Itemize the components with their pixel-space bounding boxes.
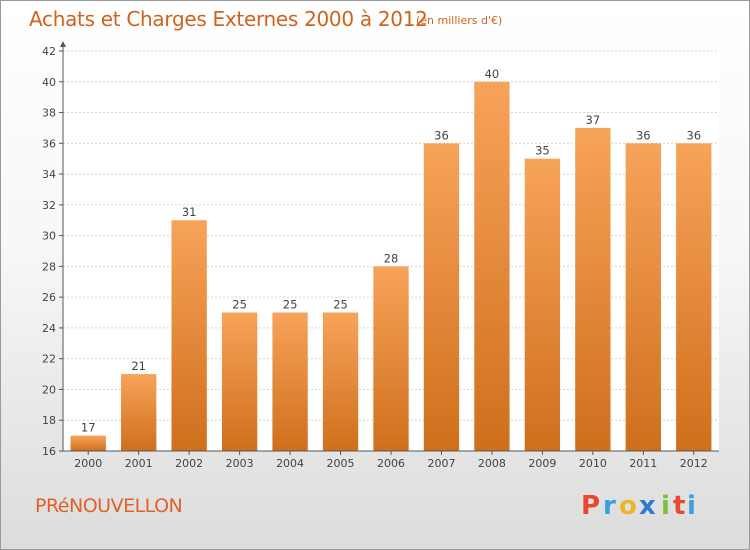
y-tick-label: 20 bbox=[42, 383, 56, 396]
x-tick-label: 2000 bbox=[74, 457, 102, 470]
x-tick-label: 2009 bbox=[528, 457, 556, 470]
x-tick-label: 2005 bbox=[327, 457, 355, 470]
y-tick-label: 22 bbox=[42, 353, 56, 366]
y-tick-label: 18 bbox=[42, 414, 56, 427]
logo-letter: i bbox=[661, 491, 670, 521]
bar-value-label: 28 bbox=[384, 251, 399, 265]
bar bbox=[171, 220, 207, 451]
logo-letter: x bbox=[639, 491, 656, 521]
bar-value-label: 35 bbox=[535, 144, 550, 158]
bar bbox=[221, 312, 258, 451]
x-tick-label: 2003 bbox=[226, 457, 254, 470]
bar-value-label: 40 bbox=[485, 67, 500, 81]
y-axis-arrow bbox=[60, 41, 66, 47]
x-tick-label: 2002 bbox=[175, 457, 203, 470]
y-tick-label: 42 bbox=[42, 45, 56, 58]
bar-value-label: 21 bbox=[131, 359, 146, 373]
logo-letter: t bbox=[673, 491, 686, 521]
y-tick-label: 32 bbox=[42, 199, 56, 212]
bar bbox=[676, 143, 712, 452]
x-tick-label: 2010 bbox=[579, 457, 607, 470]
bar bbox=[373, 266, 409, 451]
y-tick-label: 34 bbox=[42, 168, 56, 181]
y-tick-label: 28 bbox=[42, 260, 56, 273]
bar-value-label: 31 bbox=[182, 205, 197, 219]
logo-letter: P bbox=[581, 491, 601, 521]
logo-letter: r bbox=[603, 491, 616, 521]
x-tick-label: 2011 bbox=[629, 457, 657, 470]
y-tick-label: 26 bbox=[42, 291, 56, 304]
bar bbox=[121, 374, 157, 451]
y-tick-label: 38 bbox=[42, 107, 56, 120]
x-tick-label: 2007 bbox=[427, 457, 455, 470]
bar-value-label: 36 bbox=[686, 128, 701, 142]
chart-title: Achats et Charges Externes 2000 à 2012 bbox=[29, 7, 428, 31]
x-tick-label: 2012 bbox=[680, 457, 708, 470]
bar bbox=[524, 158, 561, 451]
y-tick-label: 36 bbox=[42, 137, 56, 150]
x-tick-label: 2004 bbox=[276, 457, 304, 470]
bar-value-label: 36 bbox=[636, 128, 651, 142]
bar bbox=[272, 312, 308, 451]
y-tick-label: 24 bbox=[42, 322, 56, 335]
commune-name: PRéNOUVELLON bbox=[35, 495, 183, 517]
bar bbox=[575, 127, 611, 451]
bar-value-label: 25 bbox=[283, 298, 298, 312]
logo-letter: i bbox=[687, 491, 696, 521]
bar-value-label: 17 bbox=[81, 421, 96, 435]
y-tick-label: 16 bbox=[42, 445, 56, 458]
y-tick-label: 30 bbox=[42, 230, 56, 243]
bar-value-label: 25 bbox=[333, 298, 348, 312]
bar bbox=[322, 312, 359, 451]
bar-value-label: 25 bbox=[232, 298, 247, 312]
chart-unit: (en milliers d'€) bbox=[416, 14, 503, 27]
x-tick-label: 2008 bbox=[478, 457, 506, 470]
logo-letter: o bbox=[619, 491, 637, 521]
x-tick-label: 2006 bbox=[377, 457, 405, 470]
bar-value-label: 36 bbox=[434, 128, 449, 142]
bar bbox=[625, 143, 661, 452]
y-tick-label: 40 bbox=[42, 76, 56, 89]
bar-value-label: 37 bbox=[586, 113, 601, 127]
bar bbox=[423, 143, 460, 452]
x-tick-label: 2001 bbox=[125, 457, 153, 470]
bar bbox=[70, 435, 106, 451]
bar bbox=[474, 81, 510, 452]
